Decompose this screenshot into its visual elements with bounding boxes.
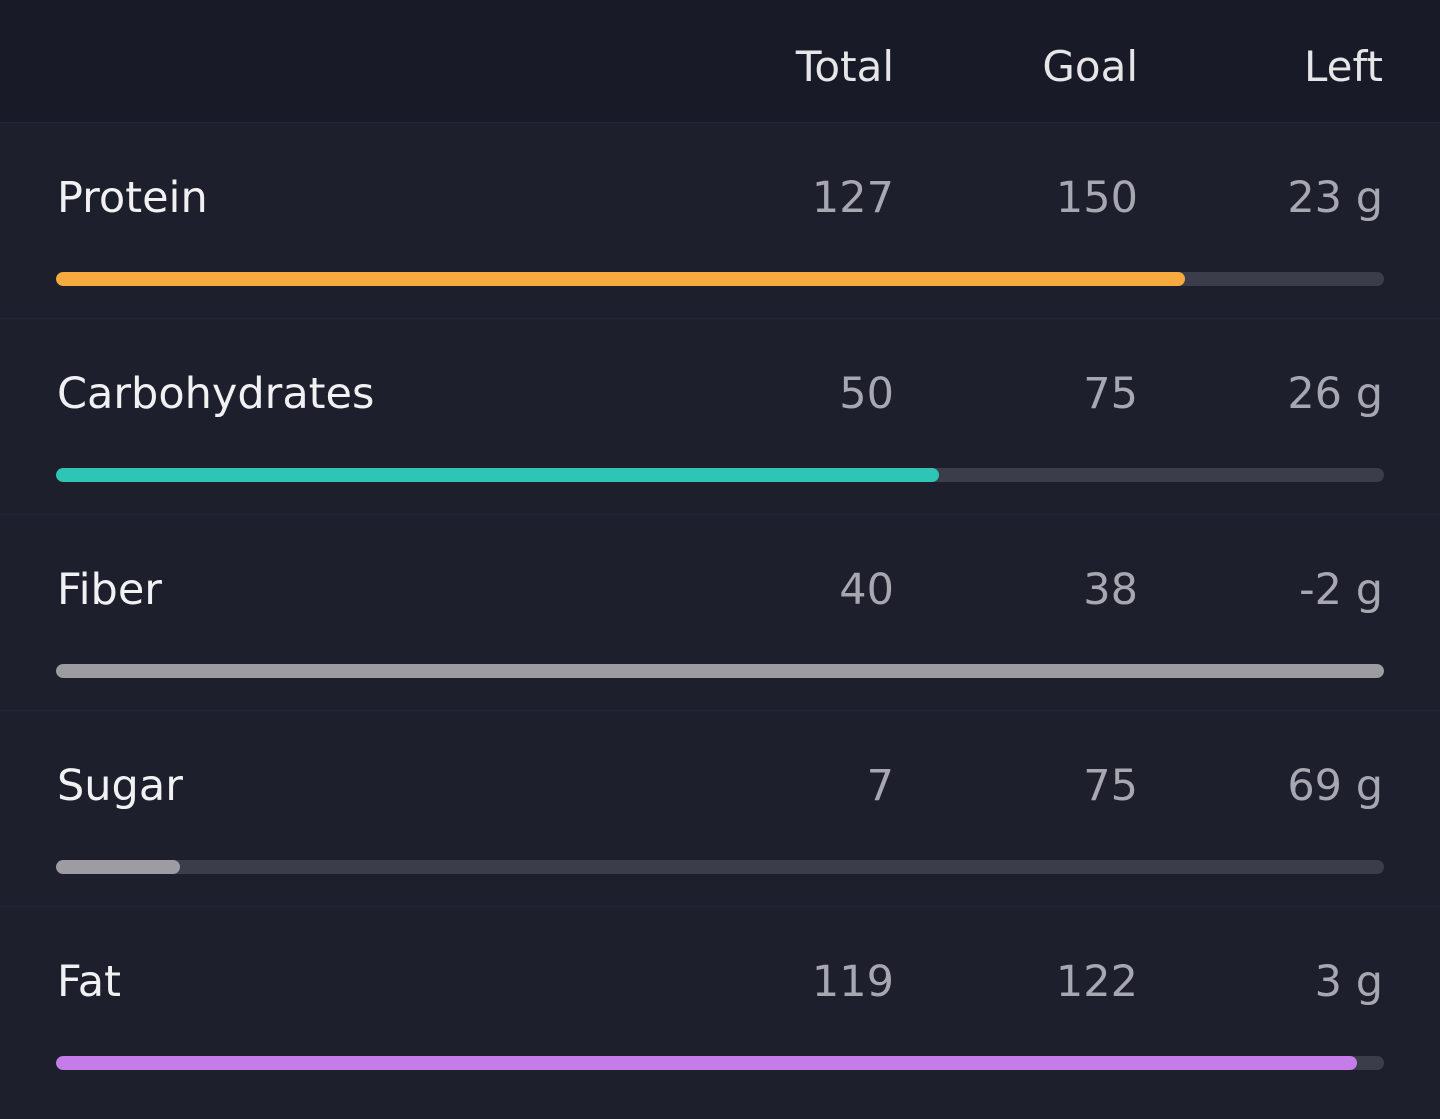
macro-label: Carbohydrates: [57, 369, 375, 419]
macro-label: Fat: [57, 957, 121, 1007]
macro-goal: 38: [1083, 565, 1138, 615]
progress-fill: [56, 860, 180, 874]
macro-total: 127: [811, 173, 894, 223]
progress-track: [56, 468, 1384, 482]
macro-row-fat: Fat 119 122 3 g: [0, 906, 1440, 1102]
macro-goal: 150: [1055, 173, 1138, 223]
header-total: Total: [795, 42, 894, 91]
macro-label: Fiber: [57, 565, 162, 615]
macro-left: -2 g: [1299, 565, 1383, 615]
progress-fill: [56, 468, 940, 482]
progress-track: [56, 1056, 1384, 1070]
macro-left: 69 g: [1287, 761, 1383, 811]
macro-label: Sugar: [57, 761, 183, 811]
macro-row-carbohydrates: Carbohydrates 50 75 26 g: [0, 318, 1440, 514]
header-left: Left: [1303, 42, 1383, 91]
header-goal: Goal: [1042, 42, 1138, 91]
macro-goal: 122: [1055, 957, 1138, 1007]
macro-left: 3 g: [1314, 957, 1383, 1007]
macro-total: 7: [866, 761, 894, 811]
macro-goal: 75: [1083, 761, 1138, 811]
progress-fill: [56, 1056, 1358, 1070]
macro-goal: 75: [1083, 369, 1138, 419]
macro-row-fiber: Fiber 40 38 -2 g: [0, 514, 1440, 710]
macro-total: 119: [811, 957, 894, 1007]
progress-fill: [56, 272, 1185, 286]
progress-track: [56, 272, 1384, 286]
progress-track: [56, 860, 1384, 874]
progress-track: [56, 664, 1384, 678]
macro-left: 26 g: [1287, 369, 1383, 419]
macro-total: 50: [839, 369, 894, 419]
macro-row-protein: Protein 127 150 23 g: [0, 122, 1440, 318]
macro-left: 23 g: [1287, 173, 1383, 223]
macro-row-sugar: Sugar 7 75 69 g: [0, 710, 1440, 906]
progress-fill: [56, 664, 1384, 678]
table-header: Total Goal Left: [0, 0, 1440, 122]
macro-label: Protein: [57, 173, 208, 223]
macro-total: 40: [839, 565, 894, 615]
